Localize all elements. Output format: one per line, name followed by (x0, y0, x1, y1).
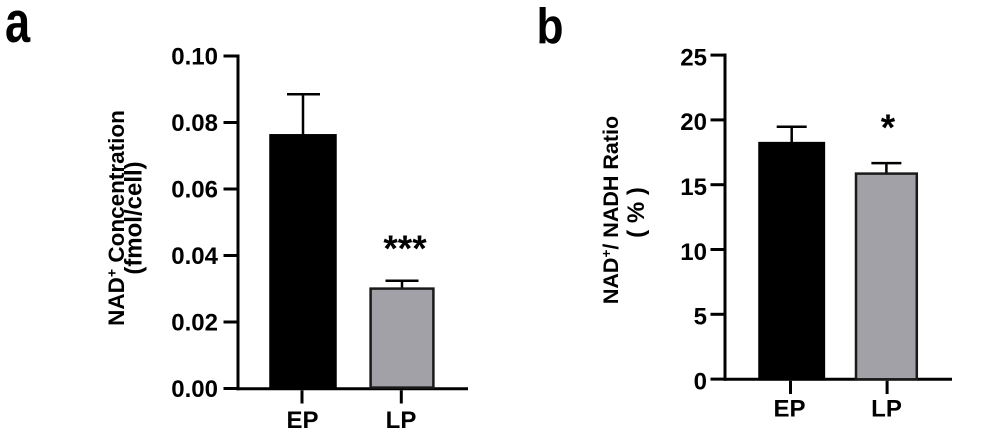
svg-text:LP: LP (871, 396, 902, 423)
svg-text:0.06: 0.06 (171, 176, 218, 203)
svg-text:0: 0 (694, 368, 707, 395)
svg-text:25: 25 (680, 44, 707, 71)
svg-text:NAD+ Concentration: NAD+ Concentration (104, 110, 130, 326)
svg-text:20: 20 (680, 109, 707, 136)
svg-text:5: 5 (694, 304, 707, 331)
svg-text:EP: EP (773, 396, 805, 423)
svg-text:10: 10 (680, 239, 707, 266)
svg-text:***: *** (383, 228, 427, 269)
svg-text:LP: LP (386, 407, 417, 434)
svg-text:*: * (881, 107, 896, 148)
svg-text:15: 15 (680, 174, 707, 201)
svg-text:EP: EP (286, 407, 318, 434)
svg-text:0.10: 0.10 (171, 43, 218, 70)
svg-text:( % ): ( % ) (623, 187, 650, 238)
svg-text:0.04: 0.04 (171, 243, 218, 270)
svg-text:0.02: 0.02 (171, 309, 218, 336)
svg-text:0.08: 0.08 (171, 110, 218, 137)
svg-text:b: b (537, 0, 564, 55)
svg-text:NAD+/ NADH Ratio: NAD+/ NADH Ratio (599, 116, 623, 304)
svg-text:a: a (5, 0, 31, 55)
svg-text:0.00: 0.00 (171, 376, 218, 403)
svg-text:(fmol/cell): (fmol/cell) (121, 161, 148, 274)
